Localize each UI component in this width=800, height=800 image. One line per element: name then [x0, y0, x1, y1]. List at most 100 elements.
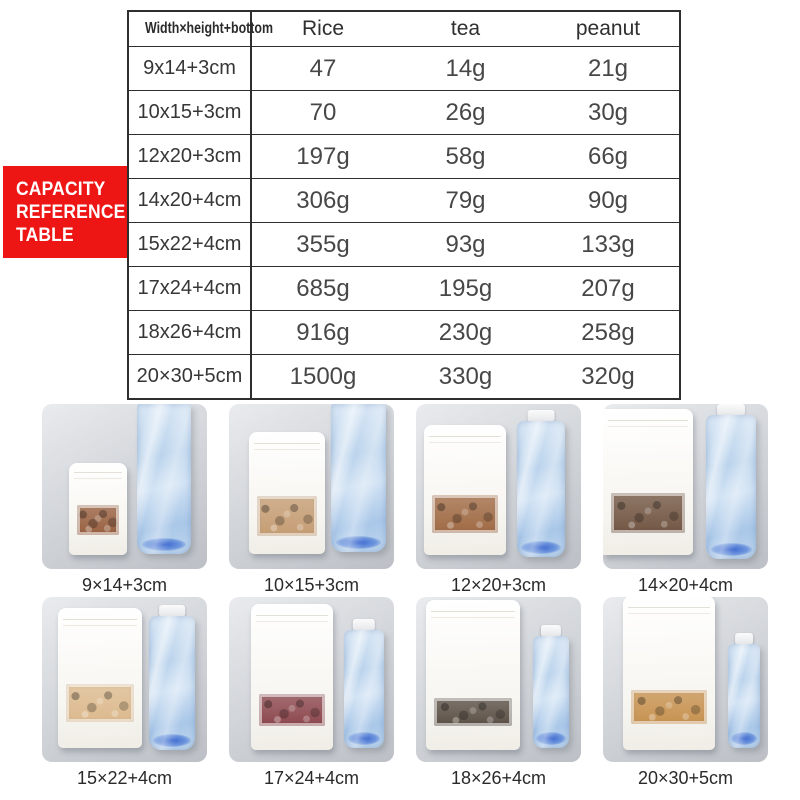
zip-seal [63, 619, 137, 626]
water-bottle [533, 625, 569, 748]
stand-up-pouch [623, 597, 715, 750]
zip-seal [628, 607, 710, 614]
tea-value-cell: 79g [394, 178, 537, 223]
zip-seal [431, 611, 515, 618]
rice-value-cell: 1500g [251, 354, 394, 399]
gallery-cell: 15×22+4cm [42, 597, 207, 789]
zip-seal [429, 436, 501, 443]
bottle-base [521, 541, 561, 554]
tea-value-cell: 230g [394, 310, 537, 355]
tea-header-cell: tea [450, 17, 481, 40]
badge-line: REFERENCE [16, 201, 126, 223]
gallery-cell: 17×24+4cm [229, 597, 394, 789]
product-photo [229, 404, 394, 569]
stand-up-pouch [251, 604, 333, 750]
product-photo [416, 597, 581, 762]
gallery-cell: 20×30+5cm [603, 597, 768, 789]
tea-value-cell: 93g [394, 222, 537, 267]
peanut-value-cell: 90g [537, 178, 680, 223]
size-caption: 9×14+3cm [81, 575, 168, 595]
peanut-value-cell: 30g [537, 90, 680, 135]
stand-up-pouch [426, 600, 520, 750]
pouch-window [434, 698, 512, 726]
tea-value-cell: 58g [394, 134, 537, 179]
dimension-header-cell: Width×height+bottom [128, 11, 273, 47]
gallery-cell: 14×20+4cm [603, 404, 768, 596]
peanut-value-cell: 133g [537, 222, 680, 267]
gallery-cell: 9×14+3cm [42, 404, 207, 596]
bottle-body [344, 630, 384, 748]
pouch-window [259, 694, 325, 726]
size-cell: 12x20+3cm [128, 134, 252, 179]
peanut-value-cell: 207g [537, 266, 680, 311]
rice-value-cell: 685g [251, 266, 394, 311]
zip-seal [256, 615, 328, 622]
gallery-cell: 10×15+3cm [229, 404, 394, 596]
bottle-body [706, 415, 756, 559]
product-photo [229, 597, 394, 762]
size-caption: 20×30+5cm [637, 768, 734, 788]
pouch-window [257, 496, 317, 536]
table-row: 17x24+4cm 685g 195g 207g [128, 266, 680, 311]
dimension-header-label: Width×height+bottom [145, 20, 274, 37]
rice-value-cell: 197g [251, 134, 394, 179]
bottle-base [347, 732, 381, 745]
bottle-body [149, 616, 195, 750]
bottle-cap [350, 619, 378, 634]
bottle-cap [539, 625, 564, 640]
bottle-cap [156, 605, 187, 620]
capacity-table: Width×height+bottom Rice tea peanut 9x14… [127, 10, 681, 400]
stand-up-pouch [249, 432, 325, 554]
gallery-cell: 18×26+4cm [416, 597, 581, 789]
tea-value-cell: 195g [394, 266, 537, 311]
bottle-cap [714, 404, 748, 419]
rice-header-cell: Rice [301, 17, 344, 40]
table-row: 18x26+4cm 916g 230g 258g [128, 310, 680, 355]
rice-value-cell: 70 [251, 90, 394, 135]
table-row: 10x15+3cm 70 26g 30g [128, 90, 680, 135]
size-cell: 17x24+4cm [128, 266, 252, 311]
rice-value-cell: 306g [251, 178, 394, 223]
gallery-cell: 12×20+3cm [416, 404, 581, 596]
product-gallery: 9×14+3cm 10×15+3cm [42, 404, 768, 789]
zip-seal [254, 443, 320, 450]
zip-seal [608, 420, 688, 427]
water-bottle [137, 404, 191, 554]
badge-line: TABLE [16, 224, 74, 246]
zip-seal [74, 472, 122, 479]
size-cell: 18x26+4cm [128, 310, 252, 355]
peanut-value-cell: 21g [537, 46, 680, 91]
bottle-base [536, 732, 566, 745]
bottle-cap [525, 410, 557, 425]
table-body: 9x14+3cm 47 14g 21g 10x15+3cm 70 26g 30g… [128, 46, 680, 399]
stand-up-pouch [603, 409, 693, 555]
table-row: 15x22+4cm 355g 93g 133g [128, 222, 680, 267]
stand-up-pouch [58, 608, 142, 748]
pouch-window [611, 493, 685, 533]
stand-up-pouch [424, 425, 506, 555]
size-caption: 14×20+4cm [637, 575, 734, 595]
bottle-cap [733, 633, 755, 648]
water-bottle [728, 633, 760, 748]
product-photo [42, 597, 207, 762]
size-caption: 18×26+4cm [450, 768, 547, 788]
water-bottle [331, 404, 386, 552]
pouch-window [432, 495, 498, 533]
bottle-body [533, 636, 569, 748]
bottle-body [517, 421, 565, 557]
table-row: 12x20+3cm 197g 58g 66g [128, 134, 680, 179]
size-cell: 9x14+3cm [128, 46, 252, 91]
rice-value-cell: 47 [251, 46, 394, 91]
bottle-base [730, 732, 758, 745]
stand-up-pouch [69, 463, 127, 555]
water-bottle [149, 605, 195, 750]
product-photo [603, 404, 768, 569]
peanut-value-cell: 258g [537, 310, 680, 355]
size-cell: 15x22+4cm [128, 222, 252, 267]
size-caption: 10×15+3cm [263, 575, 360, 595]
tea-value-cell: 14g [394, 46, 537, 91]
peanut-value-cell: 320g [537, 354, 680, 399]
table-header-row: Width×height+bottom Rice tea peanut [128, 11, 680, 47]
size-cell: 10x15+3cm [128, 90, 252, 135]
peanut-value-cell: 66g [537, 134, 680, 179]
